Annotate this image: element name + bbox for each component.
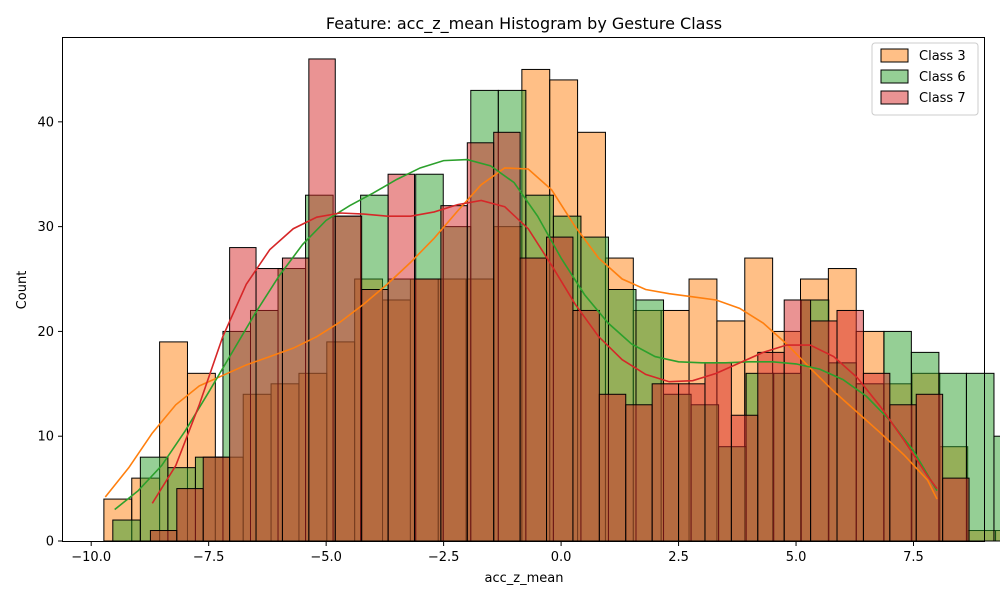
histogram-bar [572,309,600,542]
x-tick-label: 0.0 [551,550,572,565]
kde-line-series-3 [151,199,938,504]
x-axis-label: acc_z_mean [485,571,564,586]
histogram-bar [493,131,521,542]
histogram-bar [112,519,141,542]
histogram-bar [598,393,627,542]
histogram-bar [915,393,944,542]
y-tick-label: 0 [46,535,54,550]
chart-title: Feature: acc_z_mean Histogram by Gesture… [326,14,722,34]
x-tick-label: −5.0 [310,550,342,565]
histogram-bar [651,383,680,542]
histogram-bars [103,58,1000,542]
histogram-bar [783,299,812,542]
histogram-bar [466,142,495,542]
y-tick-label: 20 [37,325,54,340]
plot-frame [62,37,985,542]
histogram-bar [334,215,363,542]
legend-label: Class 6 [919,70,966,85]
x-tick-label: 7.5 [903,550,924,565]
x-tick-label: −2.5 [428,550,460,565]
histogram-bar [149,530,178,542]
histogram-bar [678,383,706,542]
y-axis: 0 10 20 30 40 [37,115,63,550]
x-tick-label: 2.5 [668,550,689,565]
histogram-bar [810,320,838,542]
histogram-bar [757,351,785,542]
legend-label: Class 3 [919,49,966,64]
histogram-bar [942,477,970,542]
legend-swatch [880,48,909,63]
x-tick-label: −7.5 [193,550,225,565]
histogram-bar [440,205,468,542]
x-tick-label: 5.0 [786,550,807,565]
histogram-bar [993,435,1000,542]
kde-line-series-2 [114,158,938,511]
histogram-bar [255,268,283,542]
histogram-bar [862,372,891,542]
x-axis: −10.0 −7.5 −5.0 −2.5 0.0 2.5 5.0 7.5 [71,541,924,565]
histogram-bar [281,257,310,542]
histogram-bar [202,456,231,542]
histogram-bar [546,236,574,542]
y-tick-label: 30 [37,220,54,235]
histogram-bar [308,58,336,542]
histogram-bar [965,372,995,542]
y-axis-label: Count [15,271,30,310]
x-tick-label: −10.0 [71,550,111,565]
histogram-bar [229,247,257,542]
legend-label: Class 7 [919,91,966,106]
histogram-bar [704,362,732,542]
kde-line-series-1 [104,167,938,500]
kde-curves [104,158,938,511]
legend-swatch [880,90,909,105]
legend: Class 3 Class 6 Class 7 [871,42,979,116]
y-tick-label: 40 [37,115,54,130]
histogram-bar [387,173,415,542]
histogram-bar [361,289,389,542]
histogram-bar [176,488,204,542]
histogram-bar [730,414,759,542]
histogram-bar [519,257,548,542]
y-tick-label: 10 [37,430,54,445]
histogram-bar [836,309,864,542]
histogram-bar [625,404,653,542]
series-3-bars [149,58,970,542]
histogram-bar [413,278,442,542]
legend-swatch [880,69,909,84]
